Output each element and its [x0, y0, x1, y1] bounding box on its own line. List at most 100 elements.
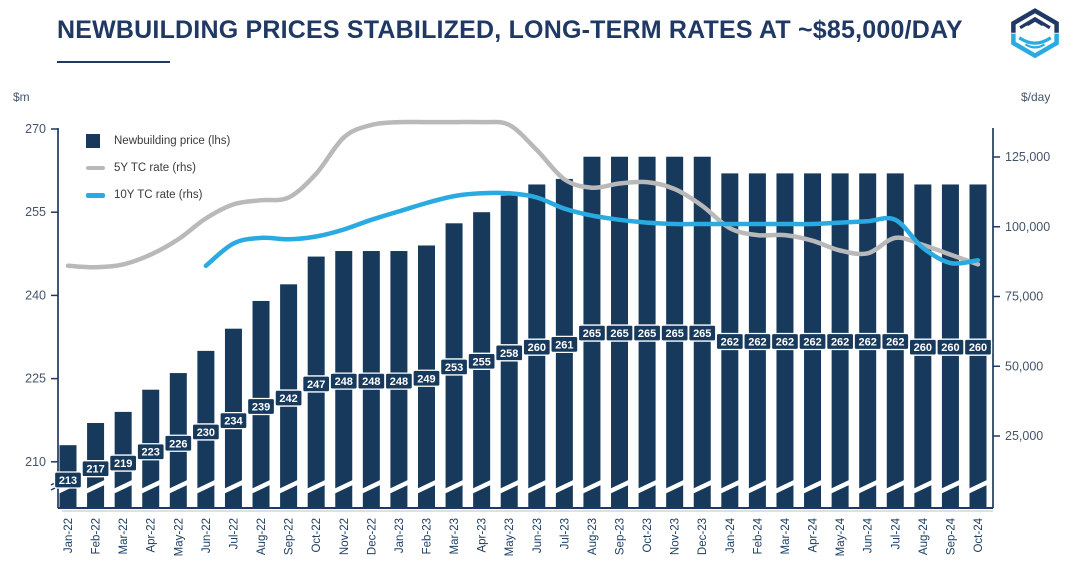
bar-axis-break-mark: [637, 479, 658, 494]
bar-value-label: 262: [803, 337, 821, 349]
bar-value-label: 260: [528, 342, 546, 354]
line-series-swatch-icon: [86, 192, 105, 198]
bar-value-label: 265: [665, 328, 683, 340]
bar-value-label: 249: [417, 373, 435, 385]
bar-value-label: 217: [86, 464, 104, 476]
bar-axis-break-mark: [113, 479, 134, 494]
bar-value-label: 262: [859, 337, 877, 349]
x-axis-label-Apr-23: Apr-23: [477, 518, 489, 553]
bar-axis-break-mark: [526, 479, 547, 494]
bar-value-label: 258: [500, 348, 518, 360]
left-axis-tick-label: 255: [25, 205, 46, 219]
x-axis-label-Feb-23: Feb-23: [421, 518, 433, 554]
x-axis-label-Nov-23: Nov-23: [670, 518, 682, 555]
bar-axis-break-mark: [361, 479, 382, 494]
bar-axis-break-mark: [747, 479, 768, 494]
x-axis-label-May-24: May-24: [835, 517, 847, 556]
bar-axis-break-mark: [581, 479, 602, 494]
x-axis-label-Jan-23: Jan-23: [394, 518, 406, 553]
bar-value-label: 248: [362, 376, 380, 388]
bar-axis-break-mark: [251, 479, 272, 494]
bar-value-badge: [274, 389, 303, 407]
bar-axis-break-mark: [719, 479, 740, 494]
right-axis-tick-label: 100,000: [1005, 220, 1050, 234]
bar-value-badge: [963, 338, 993, 356]
5y-tc-rate-line: [65, 119, 981, 270]
bar-axis-break-mark: [471, 479, 492, 494]
bar-value-badge: [467, 352, 496, 370]
bar-axis-break-mark: [278, 479, 299, 494]
right-axis-tick-label: 50,000: [1005, 359, 1043, 373]
bar-axis-break-mark: [388, 479, 409, 494]
legend-item-5y-tc-rate: 5Y TC rate (rhs): [86, 161, 230, 175]
x-axis-label-Jul-23: Jul-23: [559, 518, 571, 549]
x-axis-label-Jun-24: Jun-24: [863, 517, 875, 553]
right-axis-tick-label: 125,000: [1005, 150, 1050, 164]
x-axis-label-Jan-22: Jan-22: [63, 518, 75, 553]
legend-item-10y-tc-rate: 10Y TC rate (rhs): [86, 188, 230, 202]
bar-value-label: 247: [307, 379, 325, 391]
bar-value-label: 234: [224, 416, 243, 428]
x-axis-label-Nov-22: Nov-22: [339, 518, 351, 555]
bar-series-swatch-icon: [86, 134, 100, 148]
x-axis-label-May-22: May-22: [173, 518, 185, 556]
bar-value-badge: [136, 443, 165, 461]
bar-value-badge: [550, 335, 579, 354]
x-axis-label-Oct-24: Oct-24: [973, 517, 985, 552]
bar-value-badge: [164, 434, 193, 452]
company-logo-icon: [1011, 8, 1059, 59]
left-axis-tick-label: 210: [25, 455, 46, 469]
right-axis-title: $/day: [1021, 90, 1051, 104]
x-axis-label-Jan-24: Jan-24: [725, 517, 737, 553]
x-axis-label-Oct-23: Oct-23: [642, 518, 654, 553]
bar-axis-break-mark: [499, 479, 520, 494]
legend-item-newbuilding-price: Newbuilding price (lhs): [86, 134, 230, 148]
title-underline: [57, 61, 170, 63]
legend-label: 10Y TC rate (rhs): [114, 189, 203, 201]
bar-value-label: 255: [472, 356, 490, 368]
bar-axis-break-mark: [306, 479, 327, 494]
left-axis-tick-label: 270: [25, 122, 46, 136]
bar-axis-break-mark: [140, 479, 161, 494]
bar-value-label: 226: [169, 438, 187, 450]
bar-axis-break-mark: [940, 479, 961, 494]
bar-value-label: 260: [941, 342, 959, 354]
x-axis-label-Dec-22: Dec-22: [366, 518, 378, 555]
bar-axis-break-mark: [168, 479, 189, 494]
bar-value-label: 260: [914, 342, 932, 354]
bar-value-label: 265: [583, 328, 601, 340]
left-axis-tick-label: 225: [25, 372, 46, 386]
bar-value-label: 260: [969, 342, 987, 354]
bar-value-label: 261: [555, 339, 573, 351]
bar-value-badge: [53, 471, 83, 489]
bar-axis-break-mark: [416, 479, 437, 494]
x-axis-label-Feb-24: Feb-24: [752, 517, 764, 554]
x-axis-label-Dec-23: Dec-23: [697, 518, 709, 555]
bar-value-label: 262: [748, 337, 766, 349]
10y-tc-rate-line: [203, 190, 981, 269]
bar-value-label: 262: [721, 337, 739, 349]
bar-value-label: 242: [279, 393, 297, 405]
x-axis-label-Oct-22: Oct-22: [311, 518, 323, 553]
bar-value-badge: [688, 324, 717, 342]
x-axis-label-Mar-22: Mar-22: [118, 518, 130, 554]
x-axis-label-Jul-24: Jul-24: [890, 517, 902, 549]
legend-label: Newbuilding price (lhs): [114, 135, 231, 147]
bar-axis-break-mark: [774, 479, 795, 494]
bar-value-label: 253: [445, 362, 463, 374]
x-axis-label-Jul-22: Jul-22: [228, 518, 240, 549]
bar-axis-break-mark: [912, 479, 933, 494]
bar-value-label: 262: [831, 337, 849, 349]
bar-value-badge: [246, 397, 276, 416]
bar-axis-break-mark: [609, 479, 630, 494]
x-axis-label-Feb-22: Feb-22: [91, 518, 103, 554]
bar-axis-break-mark: [857, 479, 878, 494]
bar-axis-break-mark: [664, 479, 685, 494]
bar-value-badge: [219, 412, 248, 430]
legend-label: 5Y TC rate (rhs): [114, 162, 197, 174]
bar-value-label: 248: [335, 376, 353, 388]
x-axis-label-Apr-24: Apr-24: [808, 517, 820, 552]
bar-value-label: 219: [114, 458, 132, 470]
x-axis-label-Apr-22: Apr-22: [146, 518, 158, 553]
bar-axis-break-mark: [85, 479, 106, 494]
